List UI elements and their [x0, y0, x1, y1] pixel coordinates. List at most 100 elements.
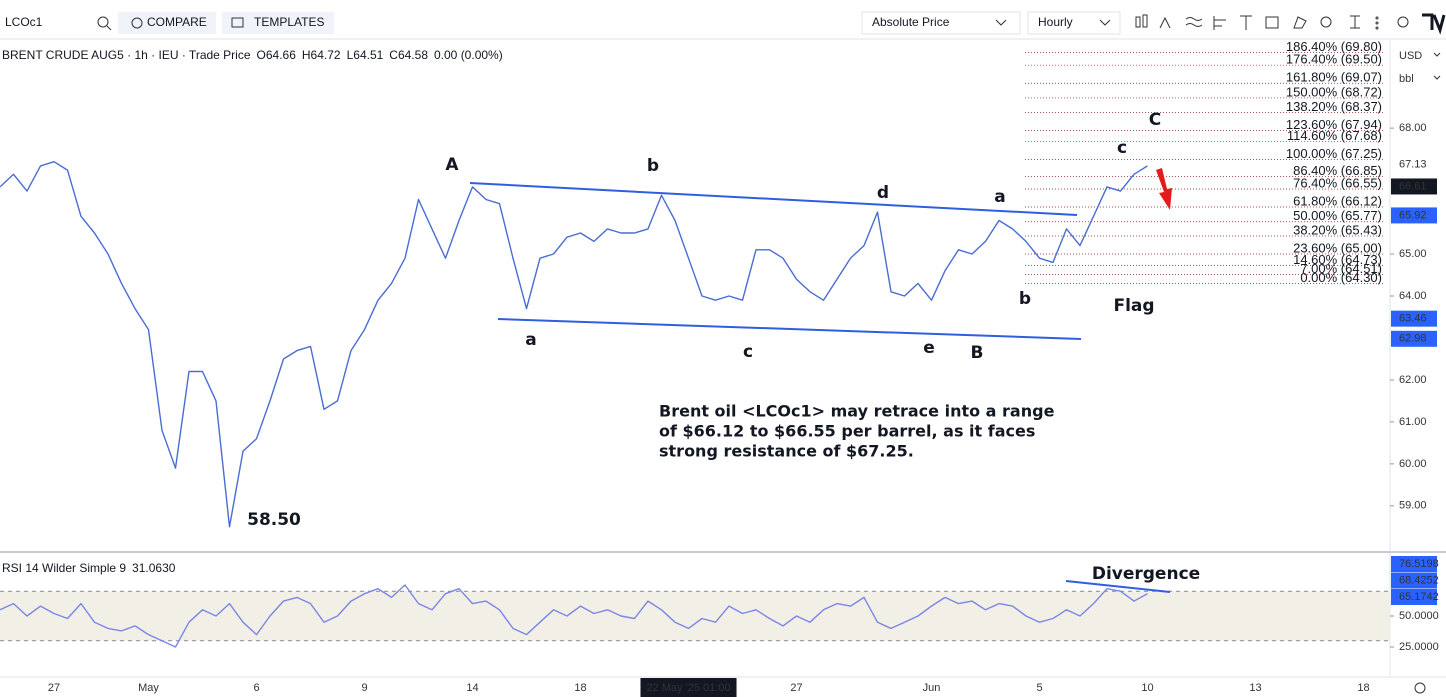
price-badge	[1391, 310, 1437, 327]
wave-label: B	[971, 343, 984, 363]
toolbar-bg	[0, 10, 1446, 38]
trend-line	[469, 182, 1078, 216]
icon[interactable]	[1293, 16, 1307, 29]
wave-label: c	[743, 342, 753, 362]
plot: 186.40% (69.80)176.40% (69.50) 161.80% (6…	[0, 39, 1390, 648]
templates-icon	[231, 17, 244, 28]
x-tick-label: 9	[361, 682, 367, 694]
fib-label: 150.00% (68.72)	[1286, 84, 1382, 99]
legend-item: 31.0630	[132, 561, 176, 575]
icon[interactable]	[1320, 16, 1332, 28]
interval-select[interactable]	[1027, 11, 1121, 35]
price-badge-label: 65.92	[1399, 209, 1427, 221]
note: of $66.12 to $66.55 per barrel, as it fa…	[659, 422, 1035, 441]
icon[interactable]	[1135, 16, 1141, 28]
fib-label: 76.40% (66.55)	[1293, 175, 1382, 190]
price-badge-label: 62.98	[1399, 333, 1427, 345]
y-tick-label: 59.00	[1399, 500, 1427, 512]
fib-label: 14.60% (64.73)	[1293, 252, 1382, 267]
price-badge-label: 65.1742	[1399, 591, 1439, 603]
legend-item: 0.00 (0.00%)	[434, 48, 503, 62]
price-badge-label: 68.4252	[1399, 574, 1439, 586]
toolbar-icons[interactable]	[1135, 14, 1409, 30]
price-mode-select[interactable]	[861, 11, 1021, 35]
legend-item: H64.72	[302, 48, 341, 62]
fib-label: 0.00% (64.30)	[1300, 270, 1382, 285]
note: strong resistance of $67.25.	[659, 442, 914, 461]
legend-item: C64.58	[389, 48, 428, 62]
x-tick-label: 6	[253, 682, 259, 694]
y-tick-label: 65.00	[1399, 248, 1427, 260]
wave-label: d	[877, 183, 889, 203]
toolbar: LCOc1 COMPARE TEMPLATES Absolute Price H…	[0, 10, 1446, 40]
wave-label: e	[923, 338, 935, 358]
divergence-line	[1065, 580, 1171, 593]
x-tick-label: 22 May '25 01:00	[646, 682, 730, 694]
interval[interactable]: Hourly	[1038, 15, 1073, 29]
icon[interactable]	[1375, 26, 1379, 30]
fib-label: 161.80% (69.07)	[1286, 70, 1382, 85]
rsi-band	[0, 591, 1390, 641]
price-badge-label: 76.5198	[1399, 558, 1439, 570]
x-tick-label: 5	[1036, 682, 1042, 694]
dropdown-arrow	[995, 19, 1007, 26]
dropdown-arrow	[1099, 19, 1111, 26]
price-badge-label: 66.61	[1399, 180, 1427, 192]
price-badge	[1391, 589, 1437, 605]
crosshair-label-bg	[640, 678, 737, 697]
y-tick-label: 64.00	[1399, 290, 1427, 302]
x-tick-label: 18	[574, 682, 586, 694]
x-tick-label: 27	[790, 682, 802, 694]
logo	[1422, 13, 1446, 35]
icon[interactable]	[1159, 16, 1171, 29]
fib-label: 50.00% (65.77)	[1293, 208, 1382, 223]
y-tick-label: 60.00	[1399, 458, 1427, 470]
legend-item: L64.51	[347, 48, 384, 62]
x-tick-label: Jun	[923, 682, 941, 694]
x-tick-label: 27	[48, 682, 60, 694]
compare-button[interactable]	[118, 12, 216, 34]
dropdown-arrow	[1433, 52, 1441, 80]
wave-label: A	[445, 155, 459, 175]
icon[interactable]	[1375, 21, 1379, 25]
annotations: A b d a c C a c e B b Flag 58.50 Brent o…	[247, 110, 1200, 584]
compare-icon	[131, 17, 143, 29]
fib-label: 86.40% (66.85)	[1293, 163, 1382, 178]
settings-icon[interactable]	[1414, 682, 1426, 694]
icon[interactable]	[1265, 16, 1279, 29]
wave-label: c	[1117, 138, 1127, 158]
x-tick-label: 18	[1357, 682, 1369, 694]
symbol[interactable]: LCOc1	[5, 15, 43, 29]
fib-label: 176.40% (69.50)	[1286, 52, 1382, 67]
wave-label: a	[525, 330, 536, 350]
fib-label: 186.40% (69.80)	[1286, 39, 1382, 54]
icon[interactable]	[1142, 14, 1148, 28]
fib-label: 100.00% (67.25)	[1286, 146, 1382, 161]
search-icon[interactable]	[97, 16, 109, 28]
price-badge	[1391, 207, 1437, 224]
icon[interactable]	[1375, 16, 1379, 20]
y-tick-label: 25.0000	[1399, 641, 1439, 653]
wave-label: b	[1019, 289, 1031, 309]
y-tick-label: 61.00	[1399, 416, 1427, 428]
templates-button[interactable]	[222, 12, 334, 34]
wave-label: a	[994, 187, 1005, 207]
icon[interactable]	[1397, 16, 1409, 28]
price-mode[interactable]: Absolute Price	[872, 15, 950, 29]
compare-label[interactable]: COMPARE	[147, 15, 207, 29]
unit[interactable]: bbl	[1399, 73, 1414, 85]
icon[interactable]	[1240, 15, 1252, 30]
currency[interactable]: USD	[1399, 50, 1422, 62]
icon[interactable]	[1185, 17, 1203, 27]
fib-label: 23.60% (65.00)	[1293, 240, 1382, 255]
fib-label: 7.00% (64.51)	[1300, 261, 1382, 276]
legend-item: RSI 14 Wilder Simple 9	[2, 561, 126, 575]
x-tick-label: 10	[1141, 682, 1153, 694]
search-icon	[106, 25, 112, 31]
legend-item: O64.66	[257, 48, 297, 62]
y-tick-label: 50.0000	[1399, 610, 1439, 622]
icon[interactable]	[1213, 16, 1226, 30]
fib-label: 123.60% (67.94)	[1286, 117, 1382, 132]
icon[interactable]	[1350, 15, 1360, 29]
templates-label[interactable]: TEMPLATES	[254, 15, 324, 29]
